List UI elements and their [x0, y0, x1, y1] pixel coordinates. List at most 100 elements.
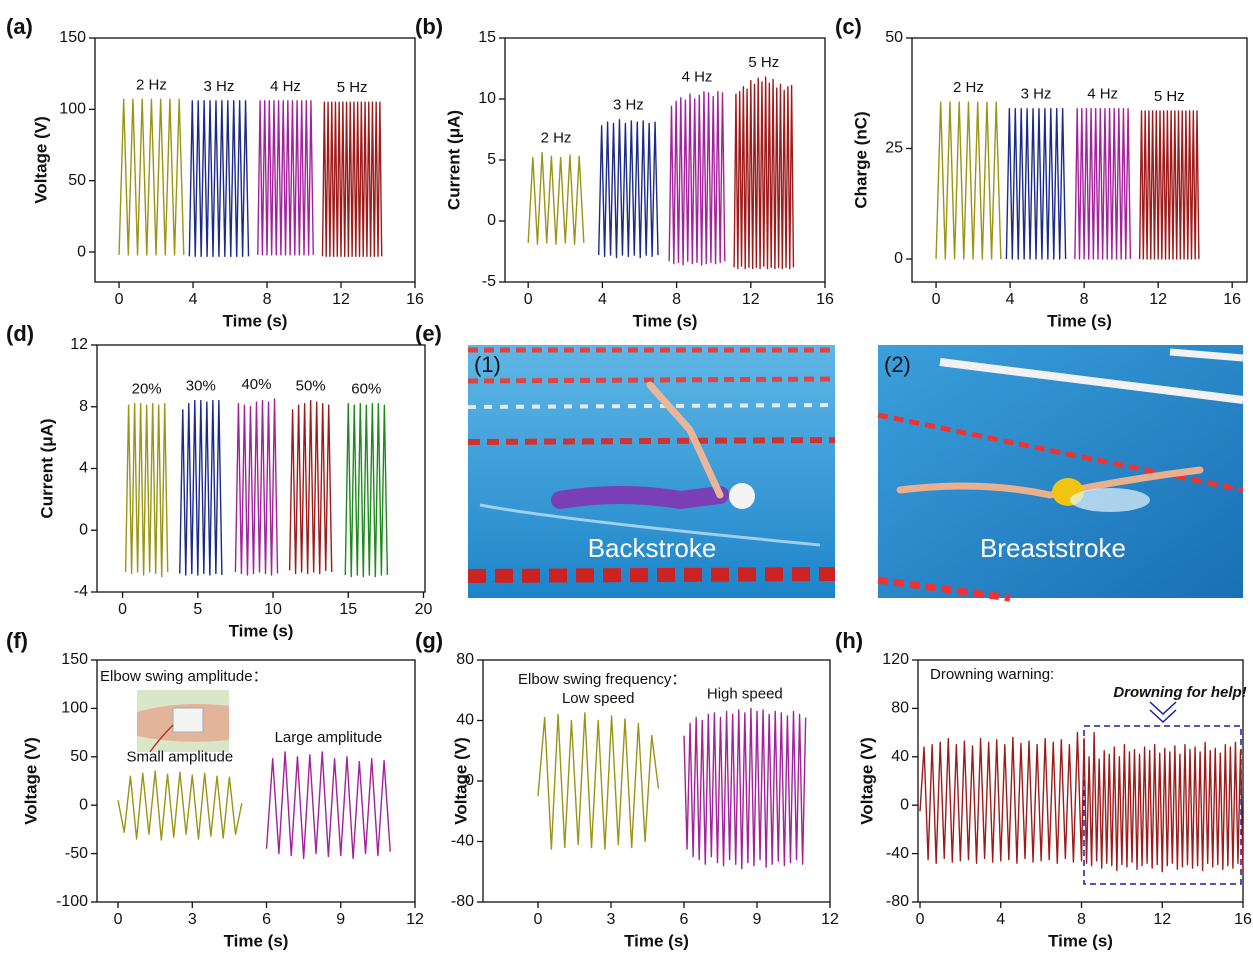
series-label: 5 Hz	[1154, 88, 1185, 105]
y-tick-label: 150	[59, 29, 86, 46]
series-line	[117, 770, 243, 841]
series-line	[344, 402, 389, 578]
photo-1: (1) Backstroke	[467, 345, 836, 598]
x-tick-label: 16	[1223, 291, 1241, 308]
x-tick-label: 12	[821, 911, 839, 928]
x-tick-label: 10	[264, 601, 282, 618]
x-tick-label: 0	[932, 291, 941, 308]
x-tick-label: 4	[189, 291, 198, 308]
plot-frame	[917, 659, 1244, 903]
annotation: Drowning for help!	[1113, 684, 1246, 701]
series-line	[597, 119, 659, 259]
x-tick-label: 9	[753, 911, 762, 928]
series-line	[668, 90, 726, 266]
series-label: High speed	[707, 685, 783, 702]
x-tick-label: 8	[1080, 291, 1089, 308]
x-tick-label: 12	[406, 911, 424, 928]
x-axis-label: Time (s)	[624, 931, 689, 950]
series-label: 5 Hz	[337, 79, 368, 96]
x-tick-label: 0	[916, 911, 925, 928]
series-label: 3 Hz	[1021, 86, 1052, 103]
series-line	[179, 399, 223, 576]
series-label: 4 Hz	[270, 78, 301, 95]
panel-label: (g)	[415, 628, 443, 653]
y-tick-label: 10	[478, 90, 496, 107]
series-label: 2 Hz	[136, 76, 167, 93]
y-axis-label: Current (μA)	[444, 110, 463, 210]
y-tick-label: 0	[77, 243, 86, 260]
series-label: 20%	[132, 381, 162, 398]
x-axis-label: Time (s)	[1048, 931, 1113, 950]
x-tick-label: 4	[1006, 291, 1015, 308]
x-axis-label: Time (s)	[633, 311, 698, 330]
y-tick-label: 0	[487, 212, 496, 229]
y-tick-label: 100	[59, 101, 86, 118]
y-axis-label: Charge (nC)	[851, 111, 870, 208]
y-tick-label: 120	[882, 651, 909, 668]
y-tick-label: 80	[891, 700, 909, 717]
y-tick-label: 100	[61, 700, 88, 717]
series-label: Small amplitude	[127, 748, 234, 765]
y-tick-label: 150	[61, 651, 88, 668]
panel-label: (h)	[835, 628, 863, 653]
panel-label: (d)	[6, 321, 34, 346]
y-axis-label: Voltage (V)	[21, 737, 40, 825]
series-line	[321, 101, 383, 258]
y-tick-label: 50	[68, 172, 86, 189]
x-tick-label: 12	[1149, 291, 1167, 308]
x-tick-label: 12	[742, 291, 760, 308]
x-axis-label: Time (s)	[1047, 311, 1112, 330]
y-tick-label: 50	[885, 29, 903, 46]
panel-label: (c)	[835, 14, 862, 39]
series-line	[124, 402, 169, 578]
x-tick-label: 0	[115, 291, 124, 308]
series-label: 30%	[186, 378, 216, 395]
series-label: 3 Hz	[204, 78, 235, 95]
x-tick-label: 4	[996, 911, 1005, 928]
y-tick-label: 12	[70, 336, 88, 353]
y-tick-label: 25	[885, 140, 903, 157]
y-tick-label: 40	[456, 712, 474, 729]
warning-arrow	[1149, 701, 1177, 724]
series-label: 40%	[241, 376, 271, 393]
x-tick-label: 0	[524, 291, 533, 308]
series-line	[537, 712, 660, 850]
y-tick-label: 8	[79, 398, 88, 415]
series-line	[683, 707, 807, 870]
plot-frame	[96, 659, 416, 903]
x-tick-label: 8	[263, 291, 272, 308]
x-tick-label: 3	[607, 911, 616, 928]
series-label: 3 Hz	[613, 97, 644, 114]
y-tick-label: -80	[886, 893, 909, 910]
y-tick-label: -80	[451, 893, 474, 910]
panel-label: (e)	[415, 321, 442, 346]
series-line	[1138, 110, 1200, 260]
x-tick-label: 16	[816, 291, 834, 308]
y-tick-label: 0	[894, 250, 903, 267]
series-line	[1005, 108, 1067, 260]
x-axis-label: Time (s)	[224, 931, 289, 950]
x-axis-label: Time (s)	[229, 621, 294, 640]
y-axis-label: Current (μA)	[37, 418, 56, 518]
y-axis-label: Voltage (V)	[857, 737, 876, 825]
panel-label: (f)	[6, 628, 28, 653]
x-tick-label: 6	[262, 911, 271, 928]
x-tick-label: 8	[672, 291, 681, 308]
series-line	[288, 399, 333, 575]
plot-frame	[911, 37, 1248, 283]
x-tick-label: 8	[1077, 911, 1086, 928]
y-axis-label: Voltage (V)	[451, 737, 470, 825]
series-label: 2 Hz	[541, 130, 572, 147]
y-tick-label: 40	[891, 748, 909, 765]
x-tick-label: 0	[534, 911, 543, 928]
x-tick-label: 12	[332, 291, 350, 308]
y-tick-label: 80	[456, 651, 474, 668]
y-tick-label: -4	[74, 583, 88, 600]
photo-number: (1)	[474, 352, 501, 377]
x-tick-label: 16	[1234, 911, 1252, 928]
panel-label: (b)	[415, 14, 443, 39]
y-tick-label: 0	[79, 521, 88, 538]
annotation: Drowning warning:	[930, 666, 1054, 683]
x-tick-label: 16	[406, 291, 424, 308]
x-tick-label: 9	[336, 911, 345, 928]
